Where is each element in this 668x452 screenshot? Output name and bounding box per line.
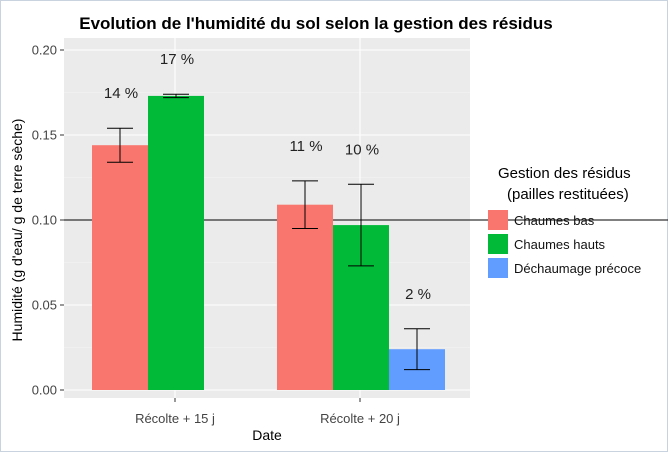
y-tick-label: 0.00 bbox=[32, 383, 57, 398]
error-bars-group bbox=[107, 93, 430, 371]
x-axis-ticks: Récolte + 15 j Récolte + 20 j bbox=[135, 398, 400, 426]
legend-title-line1: Gestion des résidus bbox=[498, 165, 631, 182]
bar bbox=[92, 145, 148, 390]
bar bbox=[148, 95, 204, 391]
legend-label: Déchaumage précoce bbox=[514, 261, 641, 276]
x-tick-label: Récolte + 15 j bbox=[135, 411, 215, 426]
y-tick-label: 0.15 bbox=[32, 128, 57, 143]
x-axis-title: Date bbox=[252, 427, 282, 443]
bars-group bbox=[92, 95, 445, 391]
y-tick-label: 0.05 bbox=[32, 298, 57, 313]
legend-title-line2: (pailles restituées) bbox=[507, 186, 629, 203]
percent-label: 2 % bbox=[405, 286, 431, 303]
legend-label: Chaumes hauts bbox=[514, 237, 606, 252]
percent-label: 10 % bbox=[345, 141, 379, 158]
percent-labels-group: 14 % 17 % 11 % 10 % 2 % bbox=[104, 51, 431, 303]
y-axis-title: Humidité (g d'eau/ g de terre sèche) bbox=[9, 119, 25, 342]
legend-items: Chaumes bas Chaumes hauts Déchaumage préco… bbox=[488, 210, 641, 278]
chart-title: Evolution de l'humidité du sol selon la … bbox=[79, 14, 553, 33]
percent-label: 11 % bbox=[289, 138, 322, 155]
y-tick-label: 0.10 bbox=[32, 213, 57, 228]
legend-swatch bbox=[488, 234, 508, 254]
legend-label: Chaumes bas bbox=[514, 213, 595, 228]
y-tick-label: 0.20 bbox=[32, 43, 57, 58]
legend: Gestion des résidus (pailles restituées)… bbox=[488, 165, 641, 278]
x-tick-label: Récolte + 20 j bbox=[320, 411, 400, 426]
legend-swatch bbox=[488, 258, 508, 278]
percent-label: 17 % bbox=[160, 51, 194, 68]
legend-swatch bbox=[488, 210, 508, 230]
percent-label: 14 % bbox=[104, 85, 138, 102]
bar bbox=[277, 204, 333, 390]
y-axis-ticks: 0.00 0.05 0.10 0.15 0.20 bbox=[32, 43, 64, 398]
